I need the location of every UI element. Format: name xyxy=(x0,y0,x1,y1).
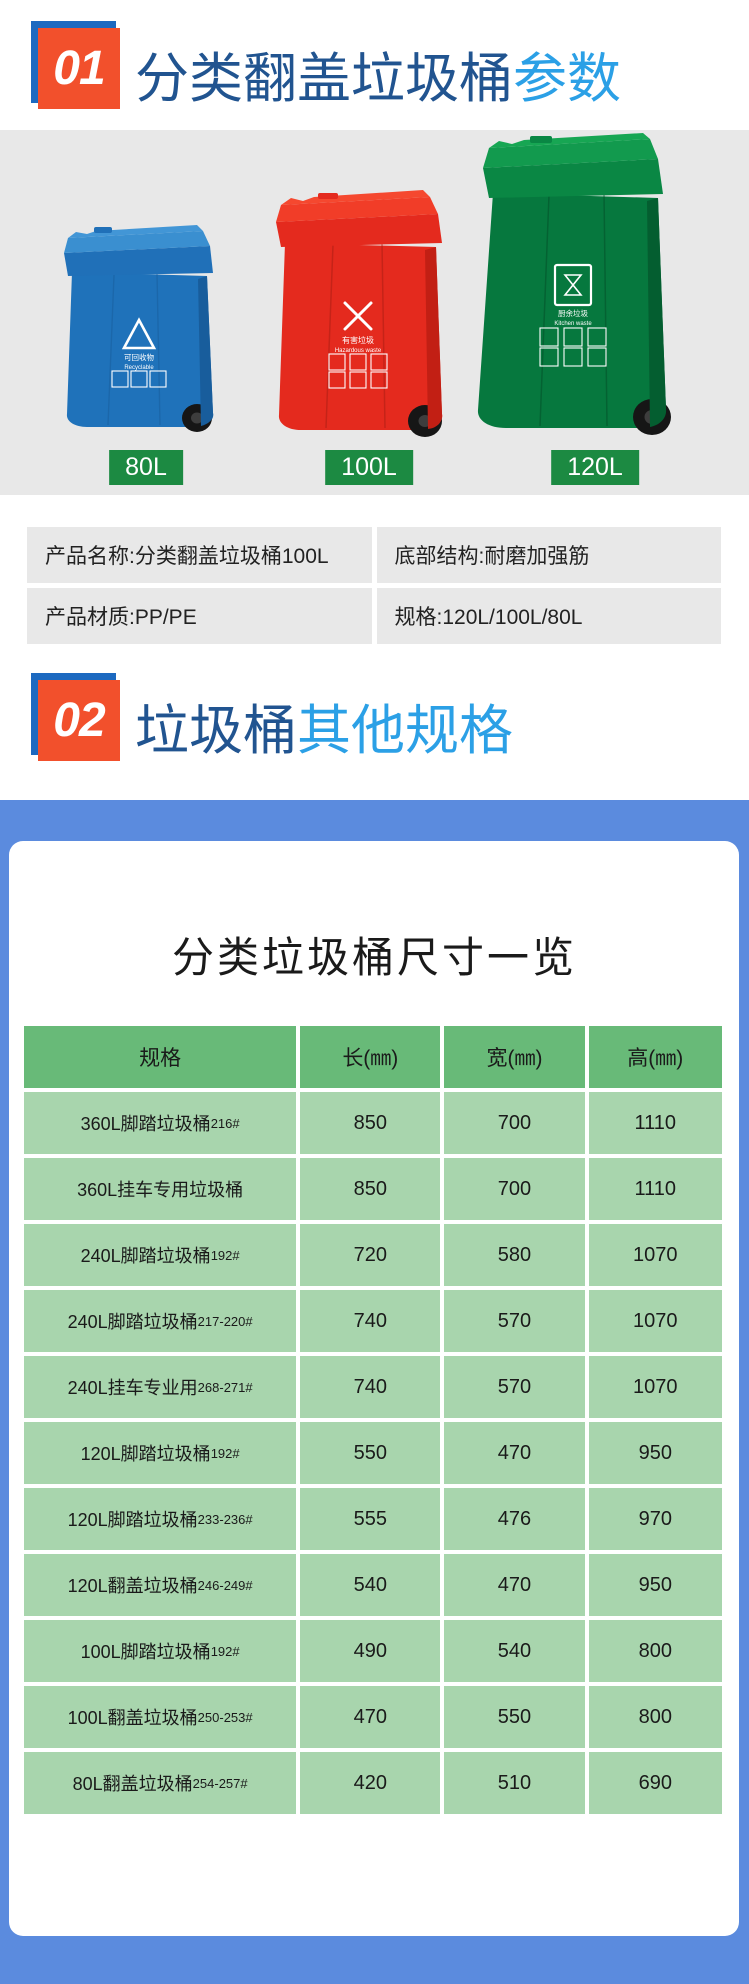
svg-text:有害垃圾: 有害垃圾 xyxy=(342,335,374,345)
svg-text:可回收物: 可回收物 xyxy=(124,352,154,362)
svg-text:厨余垃圾: 厨余垃圾 xyxy=(558,308,588,318)
svg-text:Hazardous waste: Hazardous waste xyxy=(335,348,382,354)
svg-text:Recyclable: Recyclable xyxy=(124,365,154,371)
svg-text:Kitchen waste: Kitchen waste xyxy=(554,321,592,327)
